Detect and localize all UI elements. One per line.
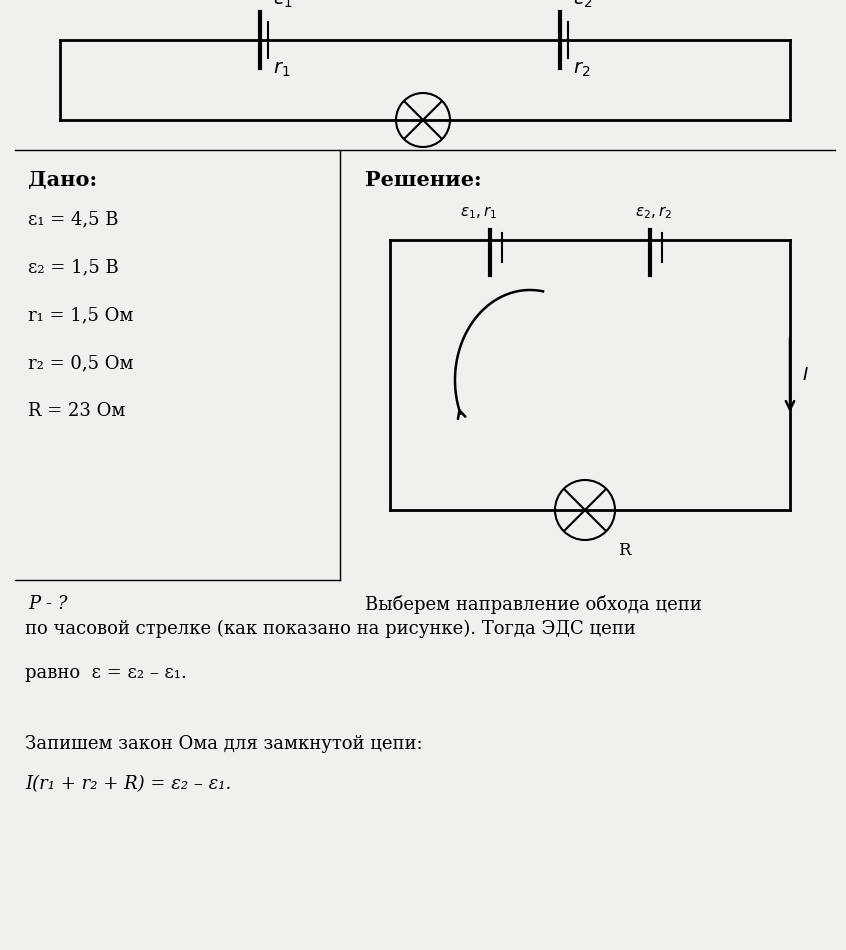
Text: $r_2$: $r_2$ [573, 60, 591, 79]
Text: $\varepsilon_1$: $\varepsilon_1$ [273, 0, 293, 10]
Text: R: R [618, 542, 630, 559]
Text: Запишем закон Ома для замкнутой цепи:: Запишем закон Ома для замкнутой цепи: [25, 735, 423, 753]
Text: $\varepsilon_2, r_2$: $\varepsilon_2, r_2$ [635, 205, 673, 221]
Text: $r_1$: $r_1$ [273, 60, 290, 79]
Text: ε₂ = 1,5 В: ε₂ = 1,5 В [28, 258, 118, 276]
Text: по часовой стрелке (как показано на рисунке). Тогда ЭДС цепи: по часовой стрелке (как показано на рису… [25, 620, 635, 638]
Text: I(r₁ + r₂ + R) = ε₂ – ε₁.: I(r₁ + r₂ + R) = ε₂ – ε₁. [25, 775, 231, 793]
Text: Выберем направление обхода цепи: Выберем направление обхода цепи [365, 595, 701, 614]
Text: r₂ = 0,5 Ом: r₂ = 0,5 Ом [28, 354, 134, 372]
Text: $\varepsilon_1, r_1$: $\varepsilon_1, r_1$ [460, 205, 497, 221]
Text: Решение:: Решение: [365, 170, 481, 190]
Text: Дано:: Дано: [28, 170, 97, 190]
Text: r₁ = 1,5 Ом: r₁ = 1,5 Ом [28, 306, 134, 324]
Text: ε₁ = 4,5 В: ε₁ = 4,5 В [28, 210, 118, 228]
Text: P - ?: P - ? [28, 595, 68, 613]
Text: равно  ε = ε₂ – ε₁.: равно ε = ε₂ – ε₁. [25, 664, 187, 682]
Text: R = 23 Ом: R = 23 Ом [28, 402, 125, 420]
Text: $I$: $I$ [802, 366, 809, 384]
Text: $\varepsilon_2$: $\varepsilon_2$ [573, 0, 593, 10]
